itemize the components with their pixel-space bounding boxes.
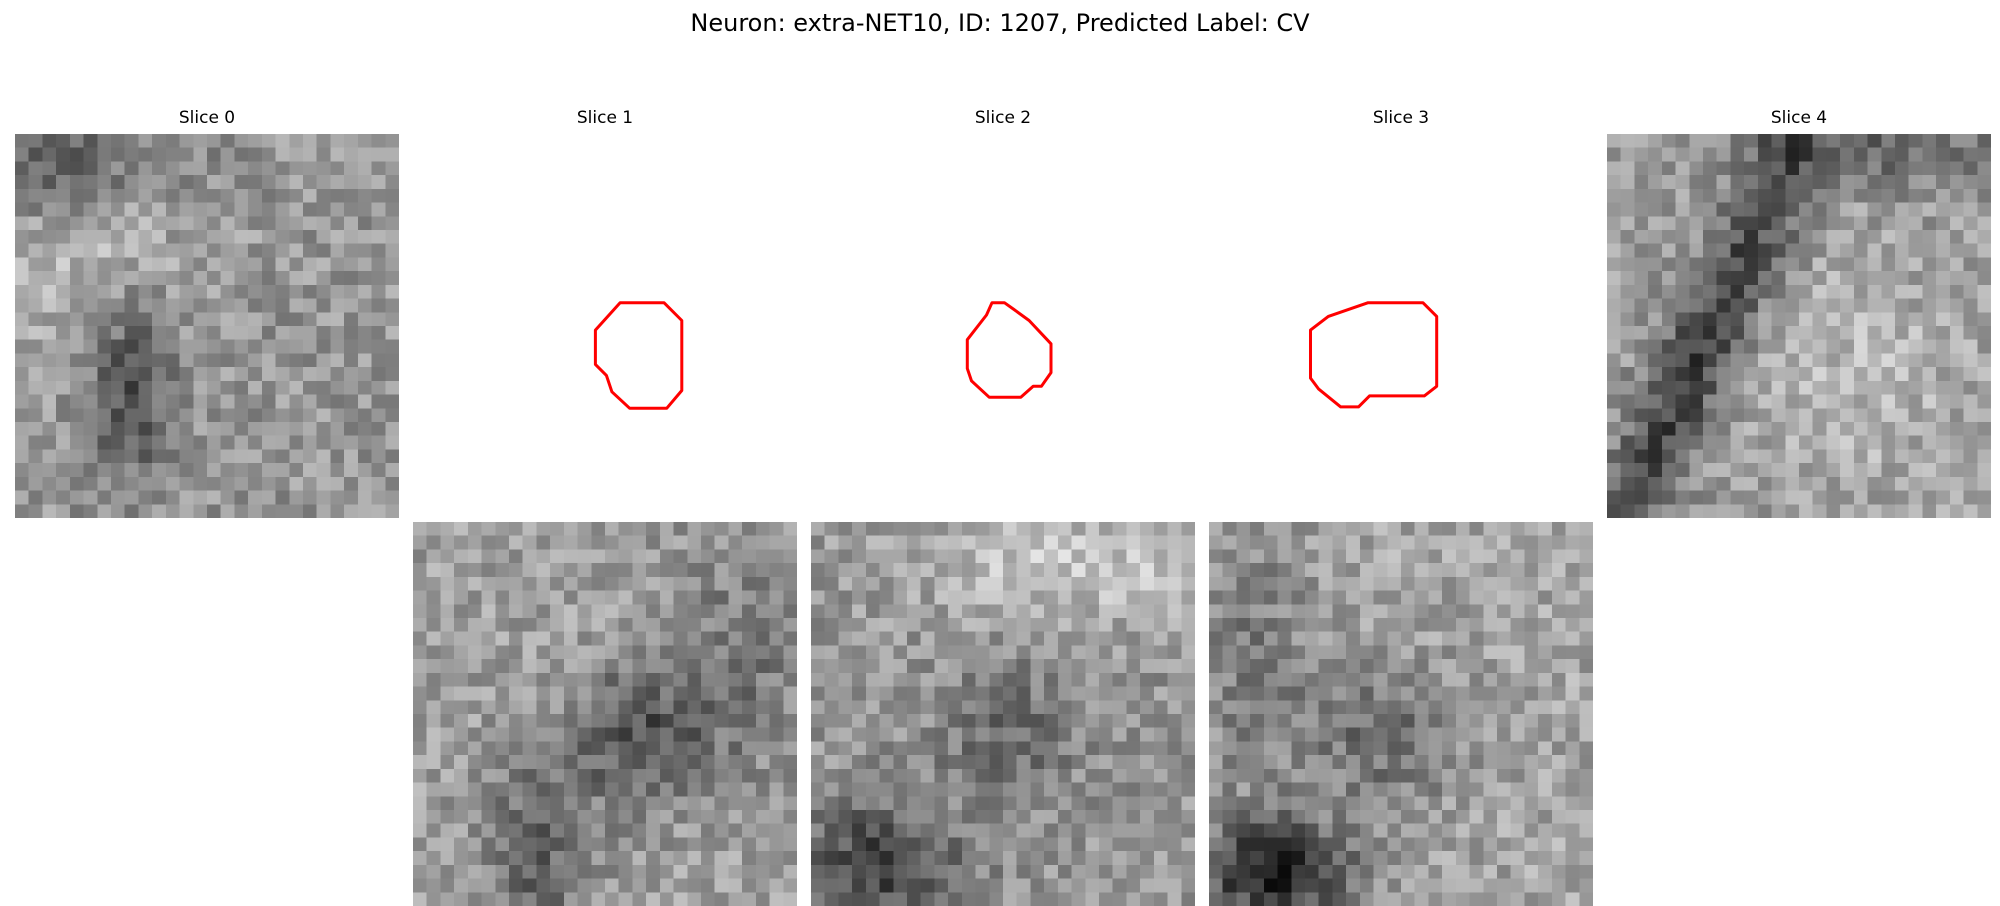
slice-panel-0: Slice 0	[15, 108, 399, 518]
slice-panel-1: Slice 1	[413, 108, 797, 906]
roi-overlay	[593, 301, 684, 410]
slice-image	[1209, 522, 1593, 906]
slice-label: Slice 4	[1770, 108, 1828, 128]
slice-pixels	[1607, 134, 1991, 518]
roi-contour	[965, 301, 1053, 399]
slice-pixels	[1209, 522, 1593, 906]
roi-contour	[1309, 301, 1439, 409]
roi-contour	[593, 301, 684, 410]
slice-image	[15, 134, 399, 518]
slice-label: Slice 1	[576, 108, 634, 128]
roi-overlay	[1309, 301, 1439, 409]
slice-image	[1607, 134, 1991, 518]
slice-pixels	[15, 134, 399, 518]
slice-image	[811, 522, 1195, 906]
slice-panel-4: Slice 4	[1607, 108, 1991, 518]
roi-overlay	[965, 301, 1053, 399]
slice-pixels	[413, 522, 797, 906]
slice-pixels	[811, 522, 1195, 906]
slice-panel-2: Slice 2	[811, 108, 1195, 906]
slice-label: Slice 0	[178, 108, 236, 128]
slice-label: Slice 2	[974, 108, 1032, 128]
slice-panel-3: Slice 3	[1209, 108, 1593, 906]
slice-image	[413, 522, 797, 906]
figure-title: Neuron: extra-NET10, ID: 1207, Predicted…	[690, 9, 1310, 37]
slice-label: Slice 3	[1372, 108, 1430, 128]
